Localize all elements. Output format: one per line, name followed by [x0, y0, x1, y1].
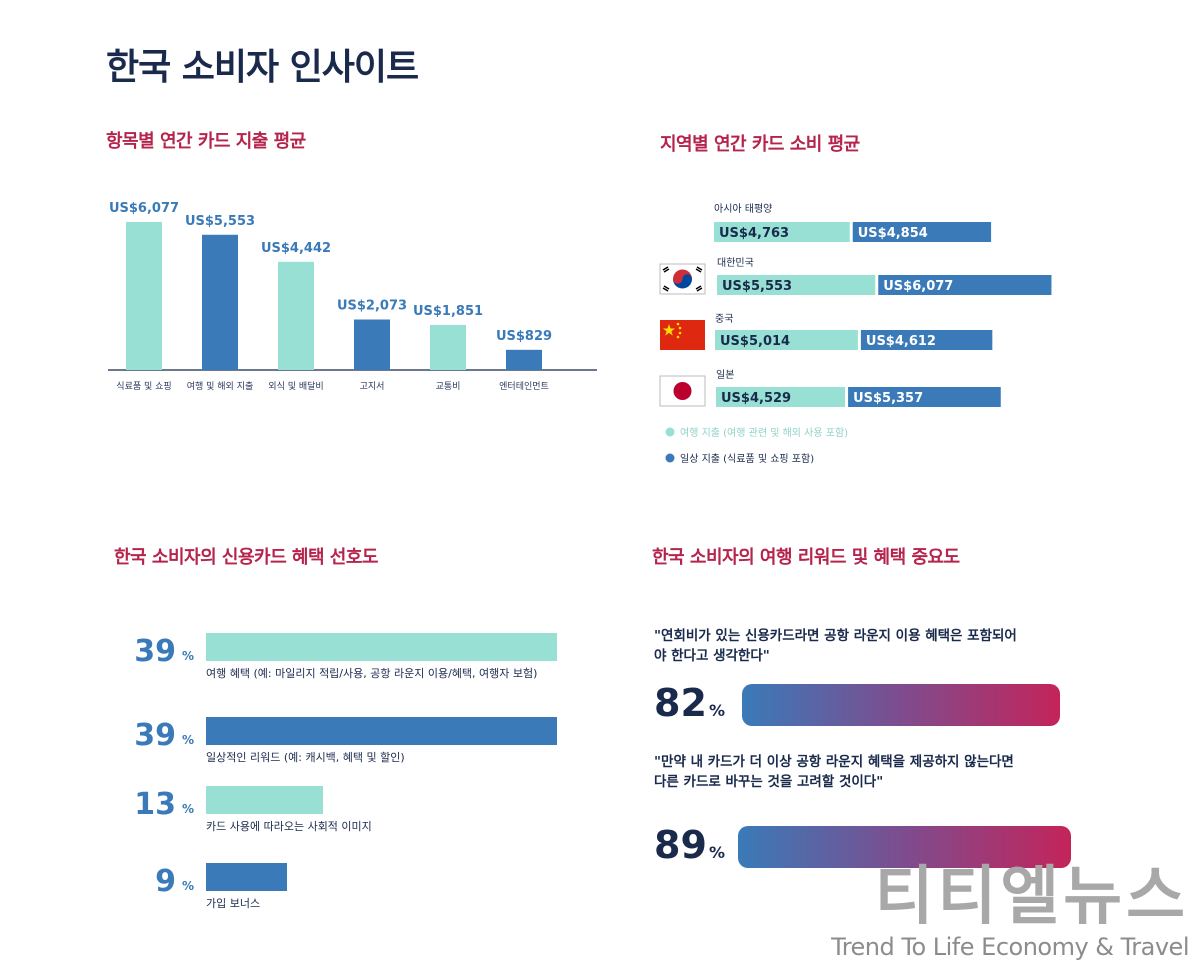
category-bar — [202, 234, 238, 370]
region-daily-value: US$4,612 — [866, 334, 936, 349]
importance-quote: "만약 내 카드가 더 이상 공항 라운지 혜택을 제공하지 않는다면 다른 카드… — [654, 753, 1014, 790]
watermark-tagline: Trend To Life Economy & Travel — [831, 933, 1189, 961]
category-tick-label: 외식 및 배달비 — [268, 380, 323, 392]
category-chart: US$6,077 식료품 및 쇼핑 US$5,553 여행 및 해외 지출 US$4,4… — [109, 201, 552, 392]
preference-percent: 39 — [134, 718, 176, 753]
flag-korea — [659, 263, 706, 295]
category-tick-label: 고지서 — [360, 381, 385, 392]
preference-label: 여행 혜택 (예: 마일리지 적립/사용, 공항 라운지 이용/혜택, 여행자 … — [206, 666, 537, 680]
preference-percent: 13 — [134, 787, 176, 822]
region-chart: 아시아 태평양 US$4,763 US$4,854 대한민국 US$5,553 US$6,… — [665, 203, 1052, 465]
region-daily-bar — [878, 275, 1052, 295]
category-chart-title: 항목별 연간 카드 지출 평균 — [106, 131, 306, 152]
importance-percent-unit: % — [709, 701, 725, 720]
importance-bar — [742, 684, 1060, 726]
region-name-label: 대한민국 — [717, 257, 754, 269]
preference-bar — [206, 717, 557, 745]
preference-label: 일상적인 리워드 (예: 캐시백, 혜택 및 할인) — [206, 750, 405, 764]
preference-percent-unit: % — [182, 733, 194, 747]
region-daily-bar — [848, 387, 1001, 407]
preference-label: 가입 보너스 — [206, 897, 260, 910]
category-value-label: US$5,553 — [185, 214, 255, 229]
category-bar — [126, 222, 162, 370]
category-tick-label: 식료품 및 쇼핑 — [116, 380, 171, 392]
importance-percent: 82 — [654, 681, 707, 725]
category-bar — [278, 261, 314, 370]
legend-swatch — [665, 427, 675, 437]
preference-percent: 9 — [155, 864, 176, 899]
category-tick-label: 엔터테인먼트 — [499, 381, 549, 392]
region-name-label: 일본 — [716, 369, 734, 381]
region-travel-value: US$4,763 — [719, 226, 789, 241]
region-travel-bar — [714, 222, 850, 242]
category-tick-label: 교통비 — [436, 381, 461, 392]
region-chart-title: 지역별 연간 카드 소비 평균 — [660, 134, 860, 155]
region-name-label: 중국 — [715, 313, 733, 325]
importance-chart-title: 한국 소비자의 여행 리워드 및 혜택 중요도 — [652, 547, 960, 568]
region-name-label: 아시아 태평양 — [714, 203, 772, 215]
preference-bar — [206, 863, 287, 891]
importance-chart: "연회비가 있는 신용카드라면 공항 라운지 이용 혜택은 포함되어 야 한다고 … — [654, 627, 1071, 868]
preference-bar — [206, 786, 323, 814]
category-value-label: US$2,073 — [337, 299, 407, 314]
preference-percent-unit: % — [182, 879, 194, 893]
preference-percent: 39 — [134, 634, 176, 669]
importance-bar — [738, 826, 1071, 868]
category-bar — [430, 324, 466, 370]
preference-percent-unit: % — [182, 802, 194, 816]
region-daily-value: US$5,357 — [853, 391, 923, 406]
category-value-label: US$6,077 — [109, 201, 179, 216]
preference-chart: 39 % 여행 혜택 (예: 마일리지 적립/사용, 공항 라운지 이용/혜택, 여… — [134, 633, 557, 910]
region-daily-bar — [852, 222, 992, 242]
flag-china — [660, 320, 705, 350]
region-travel-bar — [715, 330, 858, 350]
preference-label: 카드 사용에 따라오는 사회적 이미지 — [206, 820, 372, 833]
region-travel-bar — [717, 275, 876, 295]
region-travel-value: US$5,553 — [722, 279, 792, 294]
importance-percent-unit: % — [709, 843, 725, 862]
category-bar — [506, 349, 542, 370]
preference-bar — [206, 633, 557, 661]
category-tick-label: 여행 및 해외 지출 — [187, 380, 254, 392]
watermark-brand: 티티엘뉴스 — [874, 860, 1189, 934]
importance-quote: "연회비가 있는 신용카드라면 공항 라운지 이용 혜택은 포함되어 야 한다고 … — [654, 627, 1017, 664]
watermark: 티티엘뉴스 Trend To Life Economy & Travel — [831, 862, 1189, 962]
preference-chart-title: 한국 소비자의 신용카드 혜택 선호도 — [114, 547, 378, 568]
region-daily-value: US$6,077 — [883, 279, 953, 294]
region-travel-bar — [716, 387, 846, 407]
legend-label: 일상 지출 (식료품 및 쇼핑 포함) — [680, 453, 814, 465]
category-value-label: US$1,851 — [413, 304, 483, 319]
region-daily-bar — [860, 330, 993, 350]
region-daily-value: US$4,854 — [858, 226, 928, 241]
importance-percent: 89 — [654, 823, 707, 867]
page-title: 한국 소비자 인사이트 — [106, 47, 419, 88]
category-bar — [354, 319, 390, 370]
category-value-label: US$829 — [496, 329, 552, 344]
legend-label: 여행 지출 (여행 관련 및 해외 사용 포함) — [680, 426, 848, 439]
preference-percent-unit: % — [182, 649, 194, 663]
region-travel-value: US$4,529 — [721, 391, 791, 406]
category-value-label: US$4,442 — [261, 241, 331, 256]
region-travel-value: US$5,014 — [720, 334, 790, 349]
legend-swatch — [665, 453, 675, 463]
flag-japan — [659, 375, 706, 407]
